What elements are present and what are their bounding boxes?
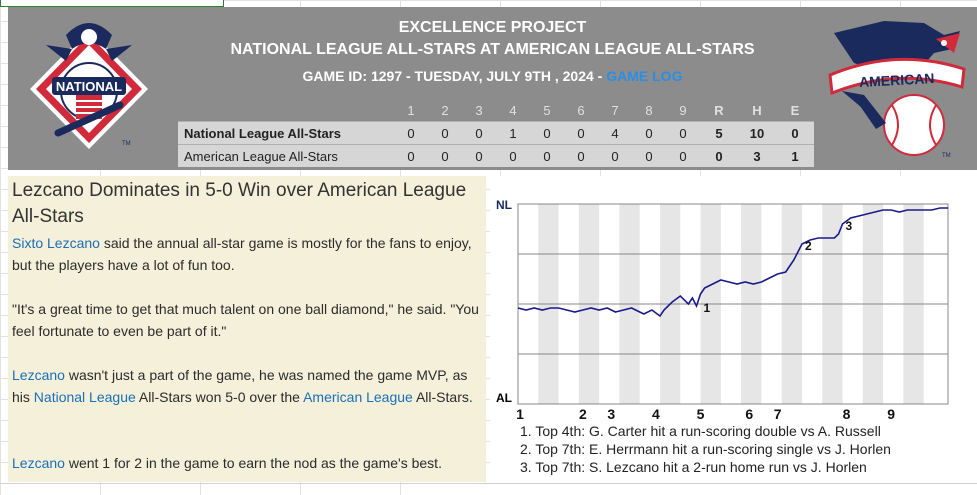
team-name[interactable]: American League All-Stars <box>178 144 394 167</box>
runs-header: R <box>714 103 724 118</box>
inning-score: 0 <box>632 144 666 167</box>
errors-total: 1 <box>776 144 814 167</box>
chart-note: 3. Top 7th: S. Lezcano hit a 2-run home … <box>520 459 867 475</box>
inning-score: 0 <box>632 121 666 145</box>
inning-header: 2 <box>441 103 449 118</box>
inning-header: 4 <box>509 103 517 118</box>
runs-total: 5 <box>700 121 738 145</box>
selected-cell-indicator <box>0 0 224 7</box>
hits-total: 3 <box>738 144 776 167</box>
inning-header: 1 <box>407 103 415 118</box>
event-marker-label: 1 <box>704 301 711 315</box>
inning-score: 0 <box>394 121 428 145</box>
project-title: EXCELLENCE PROJECT <box>398 19 587 36</box>
inning-score: 0 <box>394 144 428 167</box>
inning-tick-label: 2 <box>579 406 587 422</box>
boxscore-table: 1 2 3 4 5 6 7 8 9 R H E National League … <box>178 100 814 167</box>
inning-tick-label: 9 <box>887 406 895 422</box>
inning-tick-label: 4 <box>652 406 660 422</box>
player-link[interactable]: Lezcano <box>12 455 65 471</box>
win-probability-chart: NL AL 1 2 3 4 5 6 7 8 9 1 2 3 <box>490 176 977 495</box>
y-bottom-label: AL <box>496 391 512 405</box>
inning-score: 0 <box>462 121 496 145</box>
game-log-link[interactable]: GAME LOG <box>606 68 683 84</box>
article-paragraph: Sixto Lezcano said the annual all-star g… <box>12 235 472 273</box>
inning-score: 0 <box>666 121 700 145</box>
inning-tick-label: 1 <box>516 406 524 422</box>
hits-header: H <box>752 103 762 118</box>
chart-note: 1. Top 4th: G. Carter hit a run-scoring … <box>520 423 881 439</box>
boxscore-header-row: 1 2 3 4 5 6 7 8 9 R H E <box>178 100 814 122</box>
runs-total: 0 <box>700 144 738 167</box>
game-header: EXCELLENCE PROJECT NATIONAL LEAGUE ALL-S… <box>8 7 977 170</box>
inning-score: 0 <box>666 144 700 167</box>
player-link[interactable]: Sixto Lezcano <box>12 235 100 251</box>
inning-score: 0 <box>598 144 632 167</box>
article-headline: Lezcano Dominates in 5-0 Win over Americ… <box>12 180 467 227</box>
game-info: GAME ID: 1297 - TUESDAY, JULY 9TH , 2024… <box>8 68 977 84</box>
hits-total: 10 <box>738 121 776 145</box>
article-paragraph: Lezcano wasn't just a part of the game, … <box>12 367 473 405</box>
errors-total: 0 <box>776 121 814 145</box>
team-name[interactable]: National League All-Stars <box>178 121 394 145</box>
svg-text:NATIONAL: NATIONAL <box>56 79 122 94</box>
event-marker-label: 2 <box>805 239 812 253</box>
svg-text:AMERICAN: AMERICAN <box>859 70 935 90</box>
plot-border <box>517 203 949 405</box>
matchup-title: NATIONAL LEAGUE ALL-STARS AT AMERICAN LE… <box>230 41 755 58</box>
inning-header: 9 <box>679 103 687 118</box>
inning-tick-label: 7 <box>774 406 782 422</box>
inning-tick-label: 3 <box>607 406 615 422</box>
inning-score: 0 <box>496 144 530 167</box>
american-league-logo: AMERICAN TM <box>828 21 966 159</box>
inning-header: 7 <box>611 103 619 118</box>
svg-text:TM: TM <box>942 153 951 159</box>
inning-tick-label: 5 <box>697 406 705 422</box>
errors-header: E <box>790 103 800 118</box>
inning-header: 8 <box>645 103 653 118</box>
player-link[interactable]: Lezcano <box>12 367 65 383</box>
inning-header: 6 <box>577 103 585 118</box>
article-paragraph: "It's a great time to get that much tale… <box>12 301 479 339</box>
boxscore-row-american: American League All-Stars 0 0 0 0 0 0 0 … <box>178 144 814 167</box>
inning-score: 0 <box>428 121 462 145</box>
win-probability-svg: NL AL 1 2 3 4 5 6 7 8 9 1 2 3 <box>496 198 949 422</box>
inning-tick-label: 8 <box>843 406 851 422</box>
inning-score: 4 <box>598 121 632 145</box>
inning-score: 0 <box>530 121 564 145</box>
game-id-text: GAME ID: 1297 - TUESDAY, JULY 9TH , 2024… <box>302 68 603 84</box>
inning-score: 0 <box>564 144 598 167</box>
inning-score: 0 <box>462 144 496 167</box>
article-paragraph: Lezcano went 1 for 2 in the game to earn… <box>12 455 442 471</box>
svg-text:TM: TM <box>122 141 131 147</box>
boxscore-row-national: National League All-Stars 0 0 0 1 0 0 4 … <box>178 121 814 145</box>
chart-note: 2. Top 7th: E. Herrmann hit a run-scorin… <box>520 441 891 457</box>
inning-score: 0 <box>530 144 564 167</box>
inning-score: 0 <box>428 144 462 167</box>
win-probability-line <box>517 207 948 318</box>
inning-score: 1 <box>496 121 530 145</box>
team-link[interactable]: American League <box>303 389 413 405</box>
team-link[interactable]: National League <box>33 389 136 405</box>
sheet-divider <box>0 483 977 484</box>
inning-tick-label: 6 <box>745 406 753 422</box>
inning-header: 3 <box>475 103 483 118</box>
inning-score: 0 <box>564 121 598 145</box>
y-top-label: NL <box>496 198 512 212</box>
event-marker-label: 3 <box>846 219 853 233</box>
inning-header: 5 <box>543 103 551 118</box>
national-league-logo: NATIONAL TM <box>30 23 148 149</box>
game-recap-article: Lezcano Dominates in 5-0 Win over Americ… <box>8 176 486 482</box>
